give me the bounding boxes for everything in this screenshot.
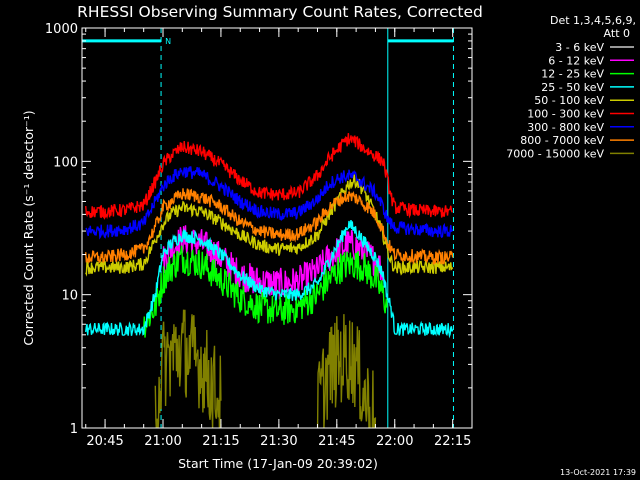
legend-label: 12 - 25 keV: [541, 68, 604, 81]
y-tick-label: 100: [53, 155, 78, 170]
x-axis-label: Start Time (17-Jan-09 20:39:02): [178, 456, 378, 471]
series-line-800to7000kev: [85, 188, 454, 265]
flag-marker-label: N: [165, 37, 171, 46]
y-tick-label: 1: [70, 422, 78, 437]
chart-title: RHESSI Observing Summary Count Rates, Co…: [77, 3, 483, 21]
x-tick-label: 21:15: [202, 434, 239, 449]
legend-label: 800 - 7000 keV: [520, 134, 604, 147]
series-line-7000to15000kev: [316, 314, 377, 428]
legend-label: 100 - 300 keV: [527, 108, 604, 121]
series-line-50to100kev: [85, 174, 454, 277]
y-axis-label: Corrected Count Rate (s⁻¹ detector⁻¹): [21, 110, 36, 345]
y-axis: 1 10 100 1000: [45, 22, 472, 437]
legend-header-line-1: Det 1,3,4,5,6,9,: [550, 14, 636, 27]
legend-label: 300 - 800 keV: [527, 121, 604, 134]
series-line-7000to15000kev: [154, 309, 222, 428]
series-line-100to300kev: [85, 133, 453, 220]
legend-label: 50 - 100 keV: [534, 94, 604, 107]
y-tick-label: 1000: [45, 22, 78, 37]
x-tick-label: 21:30: [260, 434, 297, 449]
series-layer: [85, 133, 454, 428]
legend-label: 3 - 6 keV: [555, 41, 604, 54]
series-line-25to50kev: [85, 219, 454, 339]
series-line-12to25kev: [143, 245, 388, 338]
legend-header-line-2: Att 0: [604, 27, 630, 40]
legend-label: 7000 - 15000 keV: [506, 147, 604, 160]
plot-frame: [81, 27, 473, 429]
x-tick-label: 21:00: [144, 434, 181, 449]
x-tick-label: 22:00: [376, 434, 413, 449]
series-line-300to800kev: [85, 166, 454, 240]
legend-label: 6 - 12 keV: [548, 54, 604, 67]
x-axis: 20:45 21:00 21:15 21:30 21:45 22:00 22:15: [85, 28, 473, 449]
legend-label: 25 - 50 keV: [541, 81, 604, 94]
y-tick-label: 10: [61, 289, 78, 304]
x-tick-label: 20:45: [86, 434, 123, 449]
footer-date: 13-Oct-2021 17:39: [560, 468, 636, 477]
x-tick-label: 22:15: [434, 434, 471, 449]
x-tick-label: 21:45: [318, 434, 355, 449]
